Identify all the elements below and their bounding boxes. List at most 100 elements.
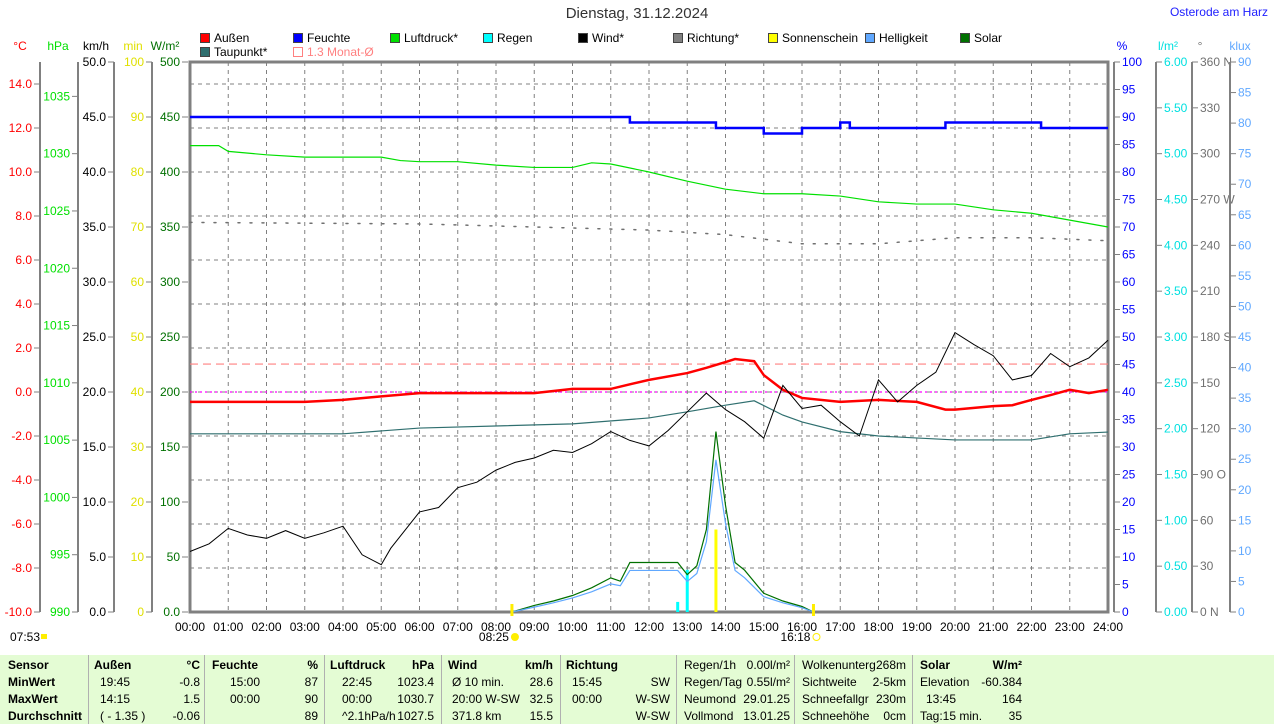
table-divider bbox=[324, 655, 325, 724]
axis-tick-label-temp: -4.0 bbox=[11, 473, 32, 487]
legend-item: Feuchte bbox=[293, 31, 350, 45]
axis-unit-temp: °C bbox=[13, 39, 27, 53]
legend-label: Regen bbox=[497, 31, 533, 45]
axis-unit-direction: ° bbox=[1198, 39, 1203, 53]
table-cell: 20:00 W-SW bbox=[452, 692, 520, 706]
axis-tick-label-rain: 2.00 bbox=[1164, 422, 1188, 436]
axis-tick-label-rain: 3.00 bbox=[1164, 330, 1188, 344]
table-cell: W-SW bbox=[635, 709, 670, 723]
axis-tick-label-rain: 0.00 bbox=[1164, 605, 1188, 619]
table-cell: 268m bbox=[875, 658, 906, 672]
axis-tick-label-solar: 450 bbox=[160, 110, 180, 124]
axis-tick-label-humidity: 60 bbox=[1122, 275, 1136, 289]
axis-tick-label-solar: 300 bbox=[160, 275, 180, 289]
weather-chart: 00:00 01:00 02:00 03:00 04:00 05:00 06:00 07:00… bbox=[5, 39, 1252, 644]
axis-tick-label-direction: 120 bbox=[1200, 422, 1220, 436]
x-tick-label: 20:00 bbox=[940, 620, 970, 634]
legend-item: Helligkeit bbox=[865, 31, 928, 45]
table-divider bbox=[794, 655, 795, 724]
x-tick-label: 12:00 bbox=[634, 620, 664, 634]
axis-tick-label-pressure: 1005 bbox=[43, 433, 70, 447]
axis-tick-label-sunshine: 10 bbox=[131, 550, 145, 564]
table-cell: 22:45 bbox=[342, 675, 373, 689]
table-cell: Schneefallgr bbox=[802, 692, 869, 706]
table-cell: 89 bbox=[304, 709, 318, 723]
table-divider bbox=[912, 655, 913, 724]
table-cell: 1.5 bbox=[183, 692, 200, 706]
axis-tick-label-temp: 10.0 bbox=[9, 165, 33, 179]
axis-tick-label-humidity: 0 bbox=[1122, 605, 1129, 619]
table-cell: Elevation bbox=[920, 675, 970, 689]
axis-tick-label-temp: -2.0 bbox=[11, 429, 32, 443]
legend-swatch bbox=[390, 33, 400, 43]
axis-tick-label-temp: -6.0 bbox=[11, 517, 32, 531]
table-cell: ( - 1.35 ) bbox=[100, 709, 146, 723]
x-tick-label: 03:00 bbox=[290, 620, 320, 634]
x-tick-label: 10:00 bbox=[557, 620, 587, 634]
axis-tick-label-temp: 4.0 bbox=[15, 297, 32, 311]
axis-tick-label-brightness: 15 bbox=[1238, 513, 1252, 527]
axis-tick-label-direction: 150 bbox=[1200, 376, 1220, 390]
axis-tick-label-sunshine: 100 bbox=[124, 55, 144, 69]
x-tick-label: 15:00 bbox=[749, 620, 779, 634]
legend-swatch bbox=[865, 33, 875, 43]
axis-tick-label-rain: 5.50 bbox=[1164, 101, 1188, 115]
axis-tick-label-wind: 40.0 bbox=[83, 165, 107, 179]
axis-tick-label-solar: 200 bbox=[160, 385, 180, 399]
axis-tick-label-pressure: 1025 bbox=[43, 204, 70, 218]
axis-tick-label-temp: 2.0 bbox=[15, 341, 32, 355]
x-tick-label: 04:00 bbox=[328, 620, 358, 634]
table-divider bbox=[676, 655, 677, 724]
table-cell: Vollmond bbox=[684, 709, 734, 723]
axis-tick-label-temp: 0.0 bbox=[15, 385, 32, 399]
axis-unit-solar: W/m² bbox=[151, 39, 180, 53]
legend-swatch bbox=[768, 33, 778, 43]
axis-tick-label-humidity: 35 bbox=[1122, 413, 1136, 427]
axis-tick-label-rain: 5.00 bbox=[1164, 147, 1188, 161]
axis-tick-label-wind: 20.0 bbox=[83, 385, 107, 399]
legend-swatch bbox=[483, 33, 493, 43]
axis-tick-label-pressure: 1010 bbox=[43, 376, 70, 390]
legend-swatch bbox=[200, 47, 210, 57]
table-cell: 15:00 bbox=[230, 675, 261, 689]
axis-tick-label-humidity: 25 bbox=[1122, 468, 1136, 482]
x-tick-label: 07:00 bbox=[443, 620, 473, 634]
dawn-icon bbox=[41, 634, 47, 639]
table-cell: Wolkenunterg bbox=[802, 658, 876, 672]
x-tick-label: 14:00 bbox=[710, 620, 740, 634]
axis-tick-label-brightness: 25 bbox=[1238, 452, 1252, 466]
table-cell: Neumond bbox=[684, 692, 737, 706]
x-tick-label: 16:00 bbox=[787, 620, 817, 634]
table-cell: 00:00 bbox=[572, 692, 603, 706]
axis-tick-label-solar: 0.0 bbox=[163, 605, 180, 619]
axis-tick-label-brightness: 0 bbox=[1238, 605, 1245, 619]
table-cell: 371.8 km bbox=[452, 709, 502, 723]
axis-unit-rain: l/m² bbox=[1158, 39, 1178, 53]
axis-tick-label-humidity: 65 bbox=[1122, 248, 1136, 262]
axis-tick-label-wind: 30.0 bbox=[83, 275, 107, 289]
axis-tick-label-solar: 50 bbox=[167, 550, 181, 564]
x-tick-label: 24:00 bbox=[1093, 620, 1123, 634]
x-tick-label: 13:00 bbox=[672, 620, 702, 634]
axis-tick-label-rain: 1.50 bbox=[1164, 468, 1188, 482]
axis-tick-label-temp: -10.0 bbox=[5, 605, 33, 619]
axis-tick-label-direction: 330 bbox=[1200, 101, 1220, 115]
legend-item: Wind* bbox=[578, 31, 624, 45]
legend-label: Helligkeit bbox=[879, 31, 928, 45]
legend-item: Taupunkt* bbox=[200, 45, 267, 59]
axis-tick-label-wind: 5.0 bbox=[89, 550, 106, 564]
table-cell: 14:15 bbox=[100, 692, 131, 706]
axis-tick-label-pressure: 1030 bbox=[43, 147, 70, 161]
axis-tick-label-brightness: 10 bbox=[1238, 544, 1252, 558]
table-divider bbox=[204, 655, 205, 724]
axis-tick-label-brightness: 70 bbox=[1238, 177, 1252, 191]
x-tick-label: 17:00 bbox=[825, 620, 855, 634]
axis-tick-label-humidity: 80 bbox=[1122, 165, 1136, 179]
axis-tick-label-humidity: 70 bbox=[1122, 220, 1136, 234]
sunrise-icon bbox=[510, 633, 519, 641]
axis-tick-label-brightness: 50 bbox=[1238, 299, 1252, 313]
axis-tick-label-brightness: 45 bbox=[1238, 330, 1252, 344]
legend-item: Außen bbox=[200, 31, 249, 45]
axis-tick-label-solar: 250 bbox=[160, 330, 180, 344]
axis-tick-label-humidity: 45 bbox=[1122, 358, 1136, 372]
